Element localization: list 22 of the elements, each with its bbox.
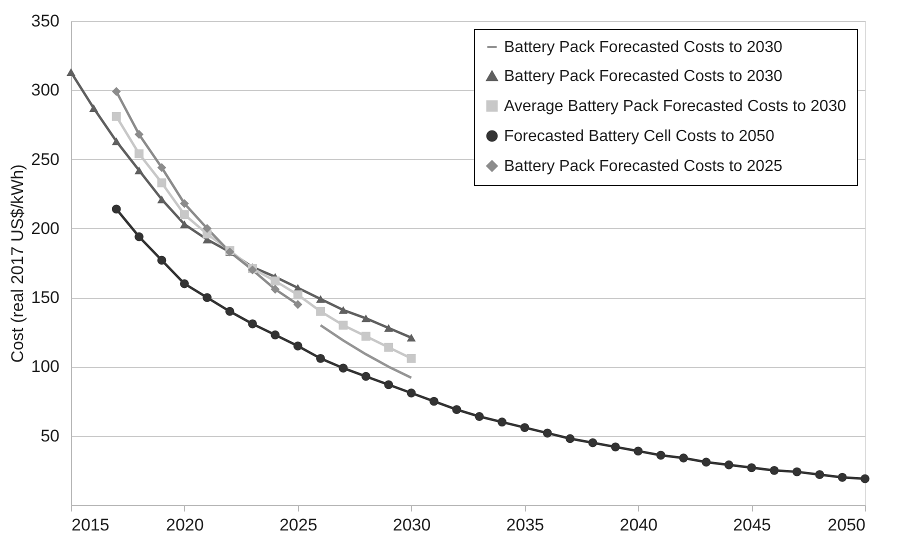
legend-label: Forecasted Battery Cell Costs to 2050 bbox=[504, 128, 774, 145]
x-tick-label: 2045 bbox=[733, 516, 771, 534]
y-tick-label: 200 bbox=[31, 218, 60, 238]
x-tick-label: 2035 bbox=[506, 516, 544, 534]
x-tick-label: 2025 bbox=[279, 516, 318, 534]
y-tick-label: 350 bbox=[31, 12, 60, 30]
y-tick-label: 250 bbox=[31, 150, 60, 169]
y-tick-label: 150 bbox=[31, 288, 60, 308]
y-tick-label: 50 bbox=[40, 426, 60, 446]
legend-label: Battery Pack Forecasted Costs to 2030 bbox=[504, 68, 782, 85]
x-tick-label: 2015 bbox=[72, 516, 110, 534]
legend-label: Average Battery Pack Forecasted Costs to 2030 bbox=[504, 98, 846, 115]
legend-label: Battery Pack Forecasted Costs to 2030 bbox=[504, 39, 782, 56]
y-axis-title: Cost (real 2017 US$/kWh) bbox=[8, 164, 28, 363]
x-tick-label: 2020 bbox=[166, 516, 204, 534]
line-series bbox=[319, 324, 413, 380]
legend-label: Battery Pack Forecasted Costs to 2025 bbox=[504, 158, 782, 175]
y-tick-label: 100 bbox=[31, 357, 60, 376]
y-tick-label: 300 bbox=[31, 80, 60, 100]
x-tick-label: 2040 bbox=[620, 516, 658, 534]
x-tick-label: 2030 bbox=[392, 516, 431, 534]
x-tick-label: 2050 bbox=[828, 516, 866, 534]
